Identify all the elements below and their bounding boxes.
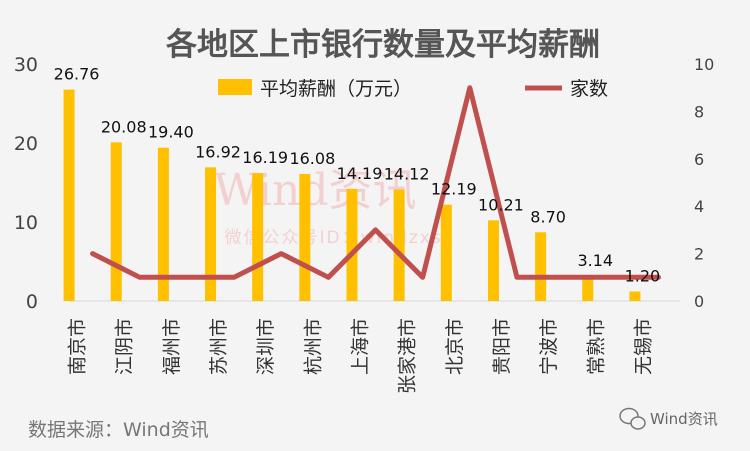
bar <box>63 89 75 301</box>
watermark-text: Wind资讯 <box>213 165 416 216</box>
bar-value-label: 26.76 <box>54 65 100 84</box>
bar-value-label: 1.20 <box>625 267 661 286</box>
left-tick-label: 20 <box>14 133 38 155</box>
bar <box>629 291 641 301</box>
legend-line-label: 家数 <box>570 78 608 100</box>
line-series <box>90 85 661 280</box>
legend-bar-swatch <box>218 79 252 95</box>
bar-value-label: 16.08 <box>289 149 335 168</box>
brand-mark: Wind资讯 <box>619 407 718 430</box>
category-axis: 南京市 江阴市 福州市 苏州市 深圳市 杭州市 上海市 张家港市 北京市 贵阳市 宁波市 常熟市 无锡市 <box>67 318 655 394</box>
left-tick-label: 30 <box>14 54 38 76</box>
legend: 平均薪酬（万元） 家数 <box>218 78 608 100</box>
left-tick-label: 10 <box>14 212 38 234</box>
line-path <box>90 85 661 280</box>
brand-name: Wind资讯 <box>650 410 718 428</box>
wechat-icon <box>619 407 646 430</box>
right-tick-label: 4 <box>694 197 704 216</box>
category-label: 南京市 <box>67 318 89 375</box>
category-label: 苏州市 <box>208 318 230 375</box>
bar-value-label: 14.12 <box>384 164 430 183</box>
bar <box>110 142 122 301</box>
chart-title: 各地区上市银行数量及平均薪酬 <box>165 27 600 63</box>
category-label: 上海市 <box>350 318 372 375</box>
bar <box>535 232 547 301</box>
category-label: 宁波市 <box>538 318 560 375</box>
bar <box>440 204 452 301</box>
left-axis: 0 10 20 30 <box>14 54 38 313</box>
bar-value-label: 8.70 <box>530 207 566 226</box>
category-label: 张家港市 <box>397 318 419 394</box>
bar <box>157 147 169 301</box>
right-axis: 0 2 4 6 8 10 <box>694 55 714 311</box>
right-tick-label: 0 <box>694 292 704 311</box>
bar-value-label: 3.14 <box>577 251 613 270</box>
right-tick-label: 10 <box>694 55 714 74</box>
right-tick-label: 6 <box>694 150 704 169</box>
bar-series <box>63 89 680 302</box>
bar-value-label: 16.92 <box>195 142 241 161</box>
category-label: 深圳市 <box>255 318 277 375</box>
bar-value-label: 19.40 <box>148 123 194 142</box>
bar <box>487 220 499 301</box>
bar <box>299 173 311 301</box>
bar <box>205 167 217 301</box>
right-tick-label: 8 <box>694 102 704 121</box>
category-label: 江阴市 <box>114 318 136 375</box>
category-label: 常熟市 <box>585 318 607 375</box>
bar-value-label: 20.08 <box>101 117 147 136</box>
bar <box>346 188 358 301</box>
bar-value-label: 14.19 <box>337 164 383 183</box>
bar <box>393 189 405 301</box>
category-label: 福州市 <box>161 318 183 375</box>
category-label: 杭州市 <box>302 318 324 375</box>
bar <box>252 173 264 301</box>
source-note: 数据来源：Wind资讯 <box>28 419 209 441</box>
category-label: 北京市 <box>444 318 466 375</box>
left-tick-label: 0 <box>26 291 38 313</box>
bar <box>582 276 594 301</box>
right-tick-label: 2 <box>694 245 704 264</box>
bar-value-label: 10.21 <box>478 195 524 214</box>
bar-value-label: 16.19 <box>242 148 288 167</box>
category-label: 无锡市 <box>632 318 654 375</box>
category-label: 贵阳市 <box>491 318 513 375</box>
legend-bar-label: 平均薪酬（万元） <box>260 78 412 100</box>
bar-value-label: 12.19 <box>431 180 477 199</box>
